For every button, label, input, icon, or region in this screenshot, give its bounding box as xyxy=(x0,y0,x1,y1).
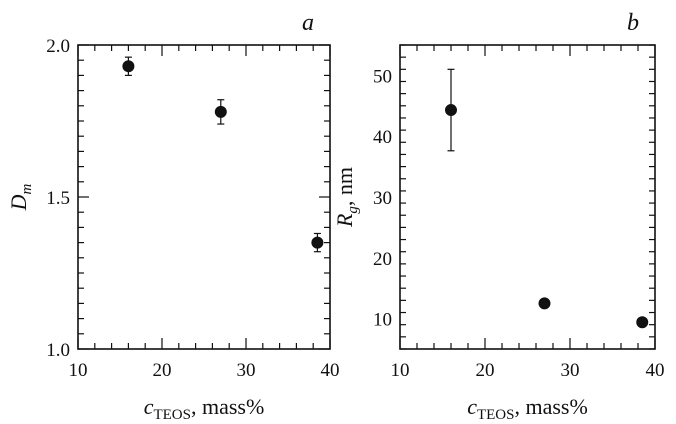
data-point xyxy=(538,297,551,310)
y-tick-label: 30 xyxy=(373,188,392,209)
x-tick-label: 20 xyxy=(153,360,172,381)
y-axis-label: Dm xyxy=(6,183,35,211)
x-tick-label: 30 xyxy=(561,360,580,381)
plot-frame xyxy=(399,44,656,350)
data-point xyxy=(214,105,227,118)
x-tick-label: 40 xyxy=(321,360,340,381)
x-axis-label: cTEOS, mass% xyxy=(467,394,588,423)
x-axis-label: cTEOS, mass% xyxy=(144,394,265,423)
x-tick-label: 20 xyxy=(476,360,495,381)
y-tick-label: 10 xyxy=(373,310,392,331)
panel-label: a xyxy=(302,10,314,36)
panel-a: 10 20 30 40 1.0 1.5 2.0 cTEOS, mass% Dm a xyxy=(6,10,340,423)
y-axis-label: Rg, nm xyxy=(332,167,361,228)
y-tick-label: 1.5 xyxy=(46,188,70,209)
x-tick-label: 10 xyxy=(69,360,88,381)
data-point xyxy=(122,60,135,73)
data-point xyxy=(445,104,457,117)
panel-b: 10 20 30 40 10 20 30 40 50 cTEOS, mass% Rg, nm b xyxy=(332,10,665,423)
y-tick-label: 50 xyxy=(373,66,392,87)
y-tick-label: 2.0 xyxy=(46,36,70,57)
y-tick-label: 1.0 xyxy=(46,340,70,361)
x-tick-label: 10 xyxy=(391,360,410,381)
panel-label: b xyxy=(627,10,639,36)
x-tick-label: 40 xyxy=(646,360,665,381)
data-point xyxy=(311,236,324,249)
data-point xyxy=(636,316,649,329)
x-tick-label: 30 xyxy=(237,360,256,381)
y-tick-label: 20 xyxy=(373,249,392,270)
y-tick-label: 40 xyxy=(373,127,392,148)
plot-frame xyxy=(77,44,331,350)
